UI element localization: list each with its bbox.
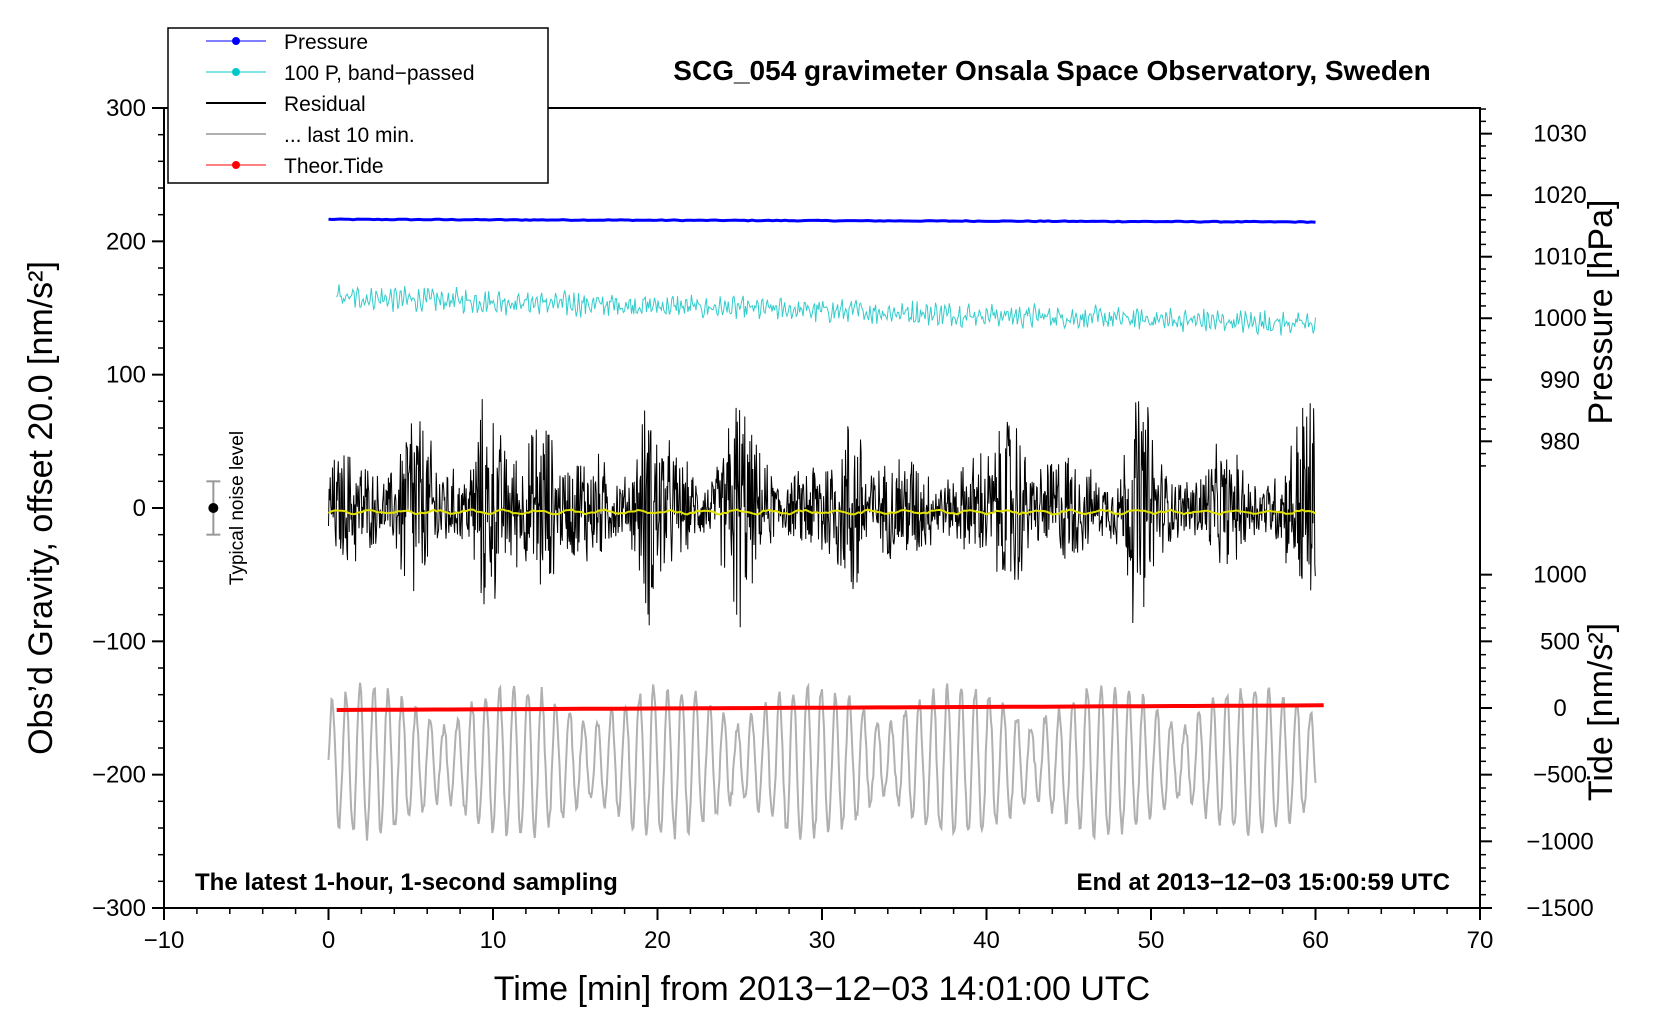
y-left-tick-label: 300 bbox=[106, 95, 146, 122]
series-residual bbox=[328, 399, 1316, 628]
x-tick-label: 10 bbox=[480, 927, 507, 954]
x-tick-label: −10 bbox=[144, 927, 185, 954]
series-residual-smoothed bbox=[328, 508, 1316, 516]
chart-title: SCG_054 gravimeter Onsala Space Observat… bbox=[673, 55, 1430, 86]
y-tide-tick-label: 1000 bbox=[1533, 562, 1586, 589]
y-left-tick-label: 100 bbox=[106, 362, 146, 389]
y-pressure-tick-label: 1020 bbox=[1533, 182, 1586, 209]
series-band-passed-pressure bbox=[336, 284, 1316, 336]
x-tick-label: 70 bbox=[1467, 927, 1494, 954]
y-axis-left-label: Obs’d Gravity, offset 20.0 [nm/s²] bbox=[22, 261, 60, 755]
x-tick-label: 20 bbox=[644, 927, 671, 954]
y-axis-left: 300 200 100 0 −100 −200 −300 bbox=[92, 95, 164, 922]
y-tide-tick-label: −500 bbox=[1533, 762, 1587, 789]
noise-level-dot bbox=[208, 503, 219, 513]
y-tide-tick-label: −1000 bbox=[1526, 828, 1593, 855]
y-tide-tick-label: 0 bbox=[1553, 695, 1566, 722]
y-tide-tick-label: −1500 bbox=[1526, 895, 1593, 922]
y-pressure-tick-label: 1010 bbox=[1533, 244, 1586, 271]
x-axis-label: Time [min] from 2013−12−03 14:01:00 UTC bbox=[494, 970, 1150, 1008]
x-tick-label: 40 bbox=[973, 927, 1000, 954]
legend-label: Residual bbox=[284, 93, 366, 116]
noise-level-indicator: Typical noise level bbox=[206, 431, 248, 585]
y-pressure-tick-label: 980 bbox=[1540, 428, 1580, 455]
series-theoretical-tide bbox=[336, 703, 1324, 712]
series-last-10-min bbox=[327, 682, 1317, 841]
legend-marker bbox=[232, 37, 240, 45]
legend-marker bbox=[232, 161, 240, 169]
y-axis-pressure-label: Pressure [hPa] bbox=[1582, 200, 1620, 425]
legend: Pressure 100 P, band−passed Residual ... la… bbox=[167, 27, 549, 184]
legend-marker bbox=[232, 68, 240, 76]
x-tick-label: 30 bbox=[809, 927, 836, 954]
x-tick-label: 0 bbox=[322, 927, 335, 954]
legend-box bbox=[167, 27, 549, 184]
y-pressure-tick-label: 990 bbox=[1540, 367, 1580, 394]
x-axis: −10 0 10 20 30 40 50 60 70 bbox=[144, 908, 1494, 954]
y-left-tick-label: 0 bbox=[133, 495, 146, 522]
y-axis-pressure: 1030 1020 1010 1000 990 980 bbox=[1480, 108, 1587, 467]
y-axis-tide: 1000 500 0 −500 −1000 −1500 bbox=[1480, 562, 1594, 922]
series-pressure bbox=[328, 217, 1316, 224]
y-tide-tick-label: 500 bbox=[1540, 628, 1580, 655]
y-left-tick-label: −200 bbox=[92, 762, 146, 789]
y-pressure-tick-label: 1000 bbox=[1533, 305, 1586, 332]
y-pressure-tick-label: 1030 bbox=[1533, 121, 1586, 148]
noise-level-label: Typical noise level bbox=[227, 431, 248, 585]
legend-label: Theor.Tide bbox=[284, 155, 384, 178]
annotation-sampling: The latest 1-hour, 1-second sampling bbox=[195, 869, 618, 896]
x-tick-label: 60 bbox=[1302, 927, 1329, 954]
y-left-tick-label: −300 bbox=[92, 895, 146, 922]
y-axis-tide-label: Tide [nm/s²] bbox=[1582, 623, 1620, 801]
legend-label: 100 P, band−passed bbox=[284, 62, 475, 85]
y-left-tick-label: −100 bbox=[92, 628, 146, 655]
y-left-tick-label: 200 bbox=[106, 228, 146, 255]
x-tick-label: 50 bbox=[1138, 927, 1165, 954]
legend-label: ... last 10 min. bbox=[284, 124, 415, 147]
annotation-end-time: End at 2013−12−03 15:00:59 UTC bbox=[1076, 869, 1450, 896]
legend-label: Pressure bbox=[284, 31, 368, 54]
